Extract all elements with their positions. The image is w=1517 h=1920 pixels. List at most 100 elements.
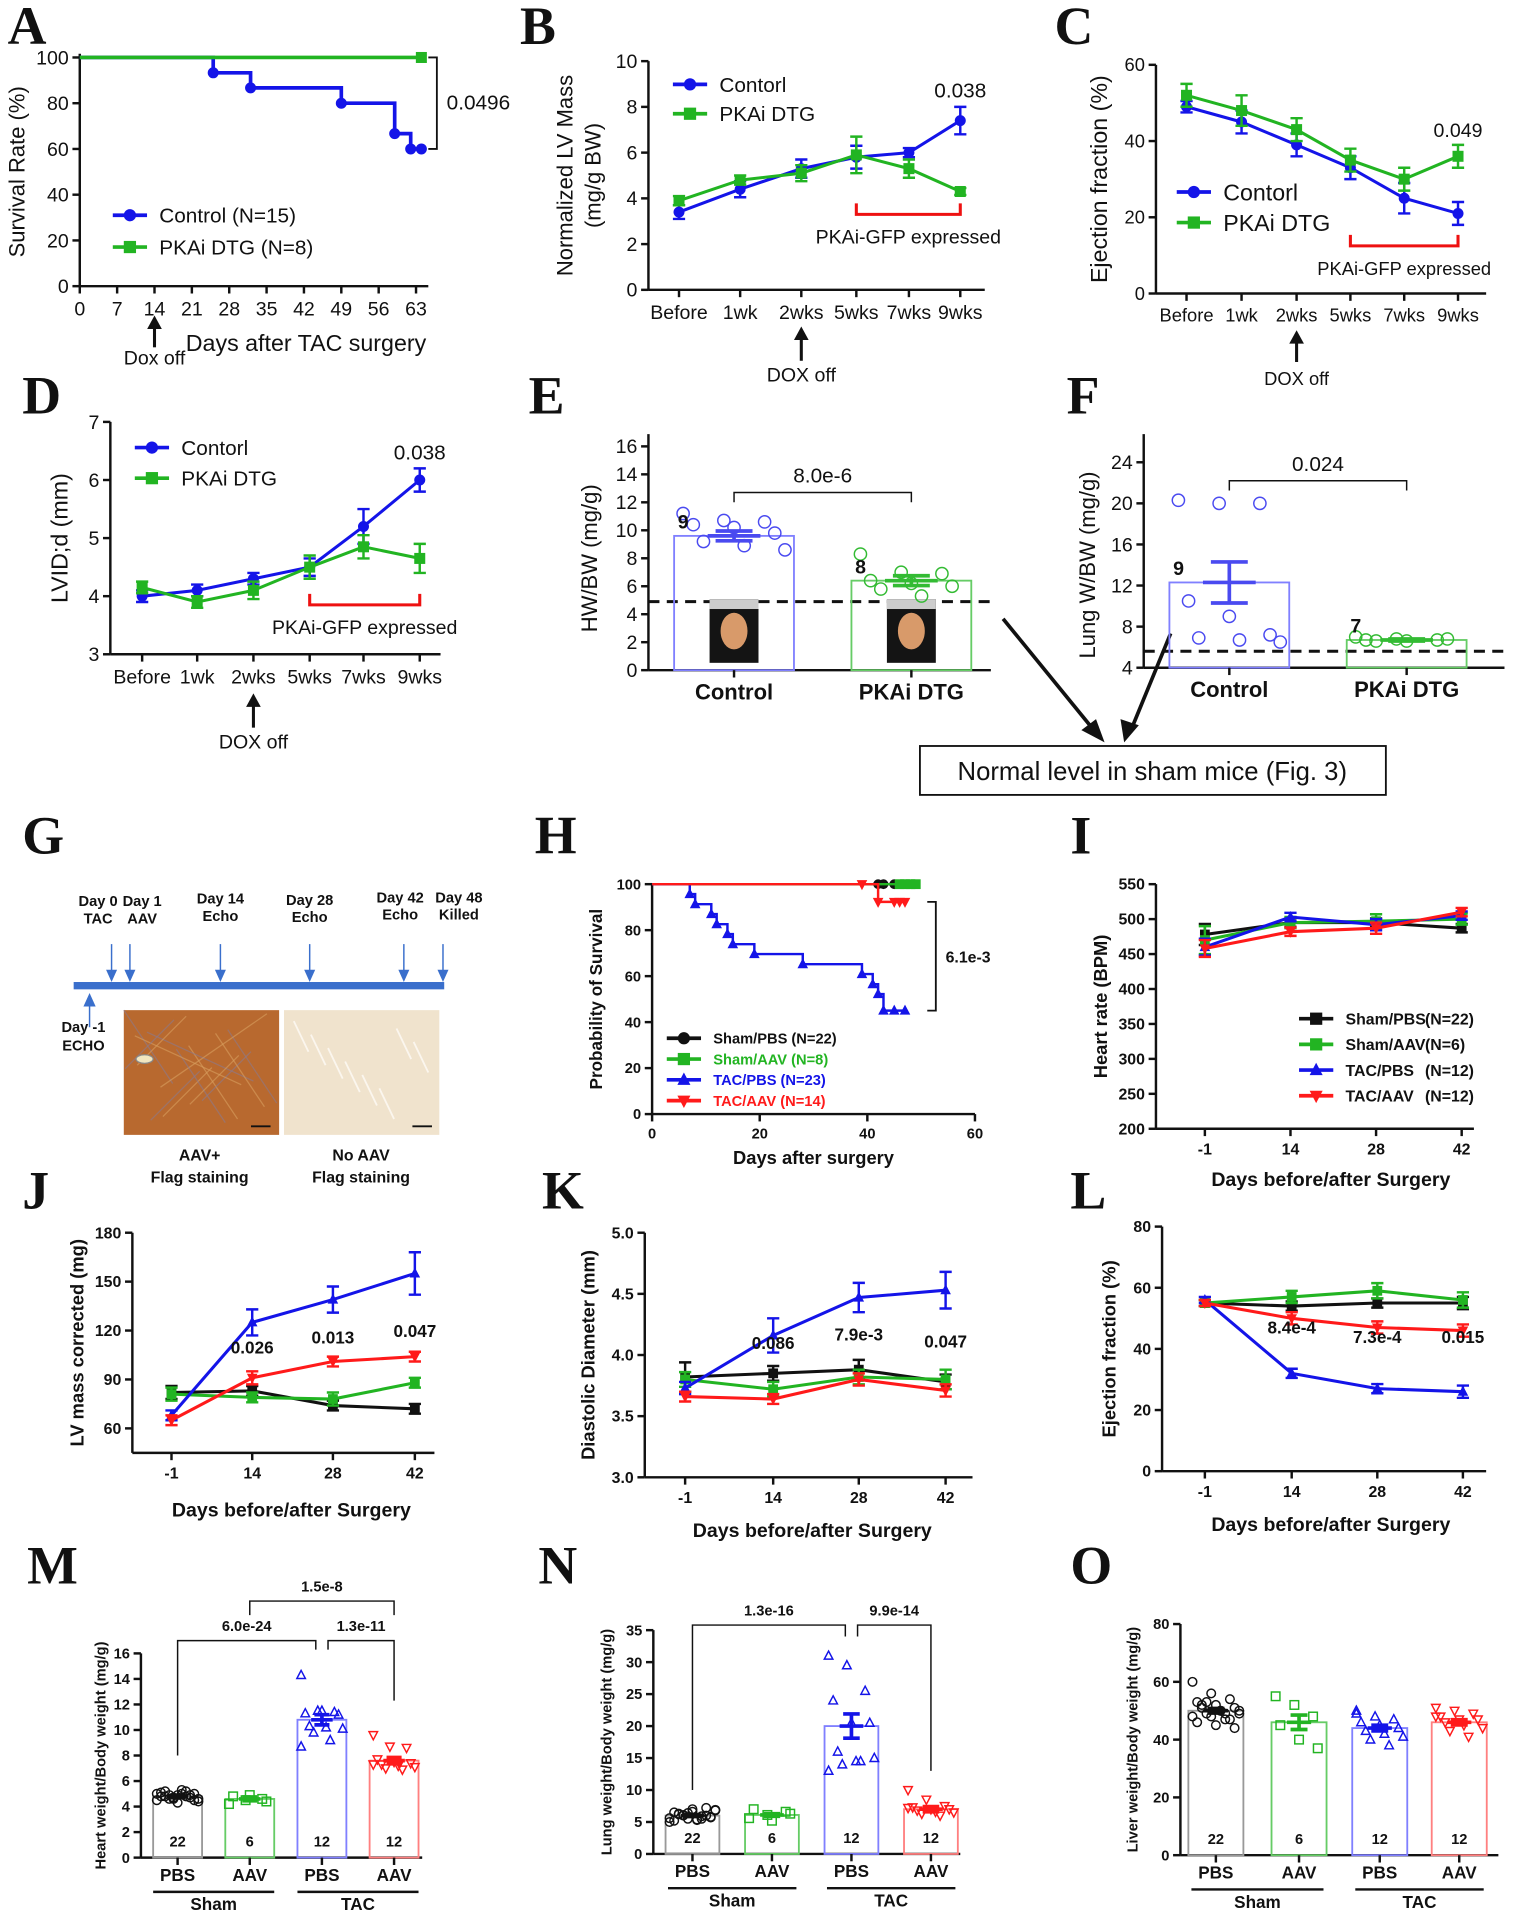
legend-item: TAC/AAV (N=14) bbox=[666, 1094, 826, 1110]
bar-group-2: 12 PBS bbox=[1350, 1704, 1409, 1882]
data-point bbox=[303, 1719, 315, 1731]
x-axis-label: Days before/after Surgery bbox=[1211, 1514, 1450, 1536]
p-value-label: 9.9e-14 bbox=[869, 1603, 920, 1619]
p-value-label: 1.3e-11 bbox=[337, 1619, 386, 1635]
data-point bbox=[1458, 1295, 1468, 1305]
data-point bbox=[1378, 1727, 1390, 1738]
series-line bbox=[1204, 1301, 1463, 1308]
x-tick-label: 7wks bbox=[1383, 305, 1425, 326]
series-line bbox=[170, 1272, 416, 1417]
data-point bbox=[853, 547, 868, 561]
data-point bbox=[701, 1802, 712, 1813]
event-name: AAV bbox=[127, 911, 157, 927]
series-3 bbox=[1198, 906, 1468, 959]
p-value-label: 6.0e-24 bbox=[222, 1619, 273, 1635]
data-point bbox=[853, 1375, 865, 1386]
category-label: PBS bbox=[160, 1866, 195, 1885]
tissue-texture bbox=[146, 1031, 254, 1082]
data-point bbox=[1350, 1707, 1362, 1718]
y-tick-label: 300 bbox=[1118, 1051, 1145, 1068]
x-tick-label: -1 bbox=[164, 1466, 178, 1483]
category-label: AAV bbox=[1282, 1863, 1317, 1882]
panel-m: M 0 2 4 6 8 10 12 14 16 Heart weight/Body weight (… bbox=[27, 1536, 423, 1914]
image-caption: AAV+ bbox=[179, 1148, 221, 1165]
data-point bbox=[1312, 1743, 1323, 1754]
censor-marker bbox=[910, 879, 921, 890]
tissue-texture bbox=[162, 1067, 213, 1117]
data-point bbox=[324, 1733, 336, 1745]
p-value-label: 0.015 bbox=[1441, 1328, 1484, 1347]
censor-marker bbox=[872, 988, 884, 999]
p-value-label: 0.086 bbox=[752, 1334, 795, 1353]
data-point bbox=[864, 1716, 876, 1728]
data-point bbox=[367, 1760, 379, 1771]
mean-sem-bar bbox=[839, 1712, 864, 1741]
data-point bbox=[863, 573, 878, 588]
legend-label: Sham/AAV (N=8) bbox=[713, 1052, 828, 1068]
x-axis-label: Days before/after Surgery bbox=[1211, 1169, 1450, 1191]
data-point bbox=[939, 1801, 951, 1813]
series-line bbox=[171, 1381, 416, 1401]
y-tick-label: 180 bbox=[95, 1225, 122, 1242]
y-axis-label: LVID;d (mm) bbox=[47, 473, 73, 603]
y-tick-label: 40 bbox=[1133, 1341, 1151, 1358]
y-axis-label: Ejection fraction (%) bbox=[1099, 1260, 1120, 1437]
arrow-up-icon bbox=[83, 993, 96, 1007]
data-point bbox=[945, 579, 959, 594]
data-point bbox=[902, 1803, 914, 1815]
y-tick-label: 80 bbox=[625, 923, 641, 939]
significance-bracket bbox=[927, 900, 937, 1012]
y-axis-label: LV mass corrected (mg) bbox=[66, 1239, 87, 1446]
data-point bbox=[940, 1374, 951, 1385]
bar-group-1: 6 AAV bbox=[744, 1804, 800, 1881]
mean-sem-bar bbox=[884, 573, 938, 588]
bar-group-3: 12 AAV bbox=[1430, 1703, 1489, 1882]
expression-range-bracket bbox=[308, 593, 422, 607]
data-point bbox=[1199, 1298, 1211, 1310]
y-tick-label: 4 bbox=[122, 1800, 131, 1816]
mean-sem-bar bbox=[1367, 1723, 1392, 1733]
bar-group-2: 12 PBS bbox=[295, 1668, 349, 1885]
panel-h: H 0 20 40 60 80 100 Probability of Survival 0 20 4… bbox=[535, 806, 991, 1169]
callout-text: Normal level in sham mice (Fig. 3) bbox=[958, 758, 1347, 786]
group-label: Sham bbox=[1234, 1893, 1281, 1912]
n-label: 22 bbox=[684, 1831, 700, 1847]
data-point bbox=[1430, 1712, 1442, 1723]
legend-label: Sham/AAV bbox=[1346, 1037, 1426, 1054]
bar-group-0: 9 Control bbox=[673, 506, 795, 705]
data-point bbox=[855, 1754, 867, 1766]
category-label: AAV bbox=[914, 1862, 949, 1881]
y-axis-label: Ejection fraction (%) bbox=[1086, 75, 1112, 283]
data-point bbox=[778, 543, 792, 557]
data-point bbox=[748, 1804, 759, 1815]
censor-marker bbox=[389, 128, 401, 140]
data-point bbox=[191, 584, 203, 596]
legend-label: TAC/AAV (N=14) bbox=[713, 1094, 825, 1110]
panel-k: K 3.0 3.5 4.0 4.5 5.0 Diastolic Diameter (mm) -… bbox=[542, 1160, 973, 1542]
expression-range-label: PKAi-GFP expressed bbox=[272, 617, 457, 639]
x-tick-label: 0 bbox=[74, 299, 85, 321]
data-point bbox=[1440, 632, 1455, 646]
data-point bbox=[1452, 150, 1464, 162]
legend-marker-icon bbox=[145, 441, 159, 454]
series-line bbox=[1204, 1301, 1463, 1333]
legend-label: Contorl bbox=[719, 74, 786, 97]
x-tick-label: 5wks bbox=[1330, 305, 1372, 326]
data-point bbox=[1344, 154, 1356, 166]
tissue-texture bbox=[395, 1028, 413, 1060]
y-tick-label: 20 bbox=[47, 230, 69, 252]
censor-marker bbox=[749, 948, 760, 959]
y-tick-label: 40 bbox=[1153, 1733, 1169, 1749]
y-tick-label: 60 bbox=[1133, 1280, 1151, 1297]
panel-label: K bbox=[542, 1160, 584, 1220]
data-point bbox=[308, 1726, 320, 1737]
event-name: Echo bbox=[292, 910, 328, 926]
y-tick-label: 12 bbox=[1111, 575, 1133, 597]
data-point bbox=[1360, 1724, 1372, 1736]
data-point bbox=[1472, 1715, 1484, 1726]
legend-n: (N=12) bbox=[1425, 1063, 1474, 1080]
y-tick-label: 8 bbox=[627, 548, 638, 570]
censor-marker bbox=[867, 978, 879, 989]
data-point bbox=[1206, 1688, 1217, 1699]
